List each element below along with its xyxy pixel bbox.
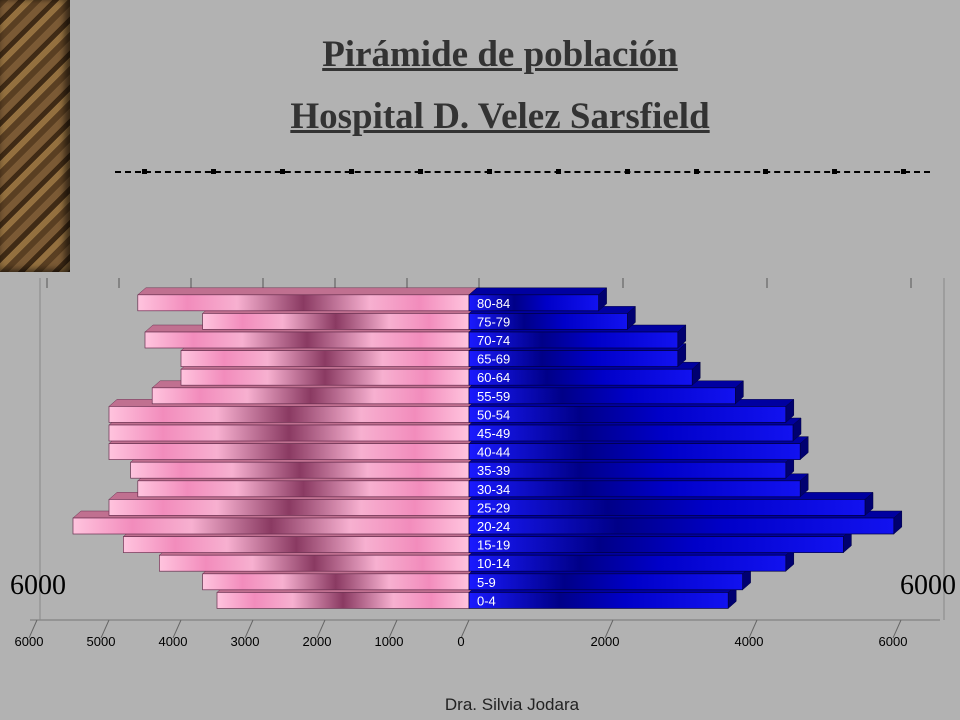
right-axis-max-label: 6000 bbox=[900, 570, 956, 601]
x-tick-label: 4000 bbox=[159, 634, 188, 648]
category-label: 60-64 bbox=[477, 370, 510, 385]
population-pyramid-chart: 0-4 5-9 10-14 15-19 20-24 25-29 30-34 35-39 40-4… bbox=[15, 278, 945, 648]
x-tick-label: 3000 bbox=[231, 634, 260, 648]
x-tick-label: 5000 bbox=[87, 634, 116, 648]
x-tick-label: 1000 bbox=[375, 634, 404, 648]
chart-bars bbox=[72, 287, 903, 609]
category-label: 65-69 bbox=[477, 352, 510, 367]
slide-title-line-1: Pirámide de población bbox=[322, 34, 678, 75]
x-tick-label: 2000 bbox=[303, 634, 332, 648]
left-axis-max-label: 6000 bbox=[10, 570, 66, 601]
category-label: 40-44 bbox=[477, 445, 510, 460]
chart-tick-labels: 6000 5000 4000 3000 2000 1000 0 2000 4000 6000 bbox=[15, 634, 908, 648]
category-label: 80-84 bbox=[477, 296, 510, 311]
category-label: 55-59 bbox=[477, 389, 510, 404]
category-label: 50-54 bbox=[477, 407, 510, 422]
category-label: 25-29 bbox=[477, 500, 510, 515]
category-label: 0-4 bbox=[477, 593, 496, 608]
category-label: 70-74 bbox=[477, 333, 510, 348]
x-tick-label: 6000 bbox=[15, 634, 44, 648]
category-label: 5-9 bbox=[477, 575, 496, 590]
category-label: 75-79 bbox=[477, 314, 510, 329]
slide-title-line-2: Hospital D. Velez Sarsfield bbox=[290, 96, 710, 137]
chart-grid bbox=[28, 278, 945, 639]
category-label: 45-49 bbox=[477, 426, 510, 441]
category-label: 20-24 bbox=[477, 519, 510, 534]
category-label: 30-34 bbox=[477, 482, 510, 497]
dashed-divider bbox=[115, 169, 930, 174]
x-tick-label: 2000 bbox=[591, 634, 620, 648]
category-label: 35-39 bbox=[477, 463, 510, 478]
footer-author: Dra. Silvia Jodara bbox=[444, 695, 580, 714]
category-label: 10-14 bbox=[477, 556, 510, 571]
decorative-wood-strip bbox=[0, 0, 70, 272]
chart-category-labels: 0-4 5-9 10-14 15-19 20-24 25-29 30-34 35-39 40-4… bbox=[477, 296, 510, 609]
bar-left bbox=[137, 287, 478, 312]
x-tick-label: 4000 bbox=[735, 634, 764, 648]
x-tick-label: 0 bbox=[457, 634, 464, 648]
x-tick-label: 6000 bbox=[879, 634, 908, 648]
bar-right bbox=[468, 287, 608, 312]
category-label: 15-19 bbox=[477, 538, 510, 553]
